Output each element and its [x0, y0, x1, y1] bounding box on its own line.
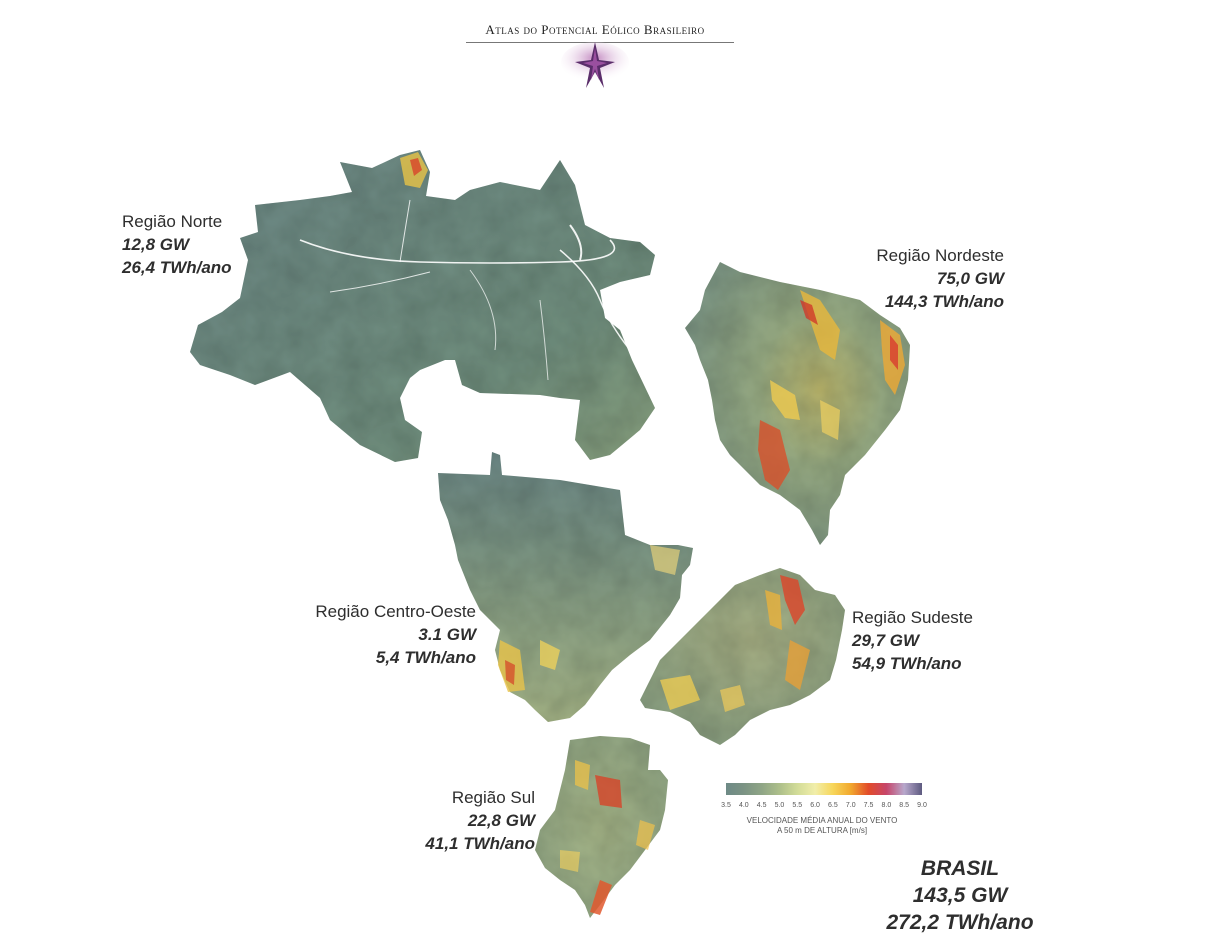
legend-tick-label: 5.0 [774, 802, 785, 809]
label-sudeste-energy: 54,9 TWh/ano [852, 654, 962, 673]
legend-tick-label: 5.5 [792, 802, 803, 809]
legend-tick-label: 4.0 [738, 802, 749, 809]
legend-tick-label: 7.0 [845, 802, 856, 809]
legend-tick-label: 3.5 [721, 802, 731, 809]
label-sudeste-name: Sudeste [910, 608, 973, 627]
label-sul-capacity: 22,8 GW [467, 811, 535, 830]
region-sudeste-shape [640, 568, 845, 745]
label-nordeste: Região Nordeste 75,0 GW 144,3 TWh/ano [820, 244, 1004, 313]
label-nordeste-capacity: 75,0 GW [936, 269, 1004, 288]
legend-caption-line2: A 50 m DE ALTURA [m/s] [776, 826, 868, 835]
legend-tick-label: 8.0 [881, 802, 892, 809]
wind-speed-legend: 3.5 4.0 4.5 5.0 5.5 6.0 6.5 7.0 7.5 8.0 8.5 9.0 VEL… [721, 782, 927, 836]
legend-tick-label: 6.5 [828, 802, 838, 809]
label-nordeste-energy: 144,3 TWh/ano [884, 292, 1004, 311]
label-sudeste-prefix: Região [852, 608, 906, 627]
label-centro-oeste-prefix: Região [315, 602, 370, 621]
label-sul-energy: 41,1 TWh/ano [425, 834, 535, 853]
label-norte-name: Norte [180, 212, 223, 231]
region-norte-shape [190, 150, 655, 462]
brasil-total: BRASIL 143,5 GW 272,2 TWh/ano [880, 855, 1040, 936]
label-norte-prefix: Região [122, 212, 176, 231]
legend-color-ramp [726, 783, 922, 795]
label-centro-oeste: Região Centro-Oeste 3.1 GW 5,4 TWh/ano [290, 600, 476, 669]
legend-tick-label: 4.5 [756, 802, 767, 809]
label-sul-prefix: Região [451, 788, 506, 807]
brasil-capacity: 143,5 GW [912, 884, 1008, 907]
region-sul-shape [535, 736, 668, 918]
legend-caption-line1: VELOCIDADE MÉDIA ANUAL DO VENTO [746, 816, 898, 825]
label-nordeste-name: Nordeste [935, 246, 1004, 265]
label-sudeste-capacity: 29,7 GW [852, 631, 920, 650]
atlas-title: Atlas do Potencial Eólico Brasileiro [485, 22, 705, 37]
label-centro-oeste-capacity: 3.1 GW [418, 625, 476, 644]
label-sul: Região Sul 22,8 GW 41,1 TWh/ano [390, 786, 535, 855]
legend-tick-label: 7.5 [863, 802, 874, 809]
label-sudeste: Região Sudeste 29,7 GW 54,9 TWh/ano [852, 606, 973, 675]
brasil-energy: 272,2 TWh/ano [886, 911, 1034, 934]
label-norte: Região Norte 12,8 GW 26,4 TWh/ano [122, 210, 232, 279]
region-centro-oeste-shape [438, 452, 693, 722]
atlas-header: Atlas do Potencial Eólico Brasileiro [440, 14, 750, 94]
region-nordeste-shape [685, 262, 910, 545]
legend-tick-label: 9.0 [917, 802, 927, 809]
label-norte-energy: 26,4 TWh/ano [122, 258, 232, 277]
legend-tick-label: 8.5 [899, 802, 910, 809]
label-centro-oeste-name: Centro-Oeste [373, 602, 476, 621]
label-norte-capacity: 12,8 GW [122, 235, 190, 254]
legend-ticks: 3.5 4.0 4.5 5.0 5.5 6.0 6.5 7.0 7.5 8.0 8.5 9.0 [721, 802, 927, 814]
brasil-name: BRASIL [920, 857, 1000, 880]
label-centro-oeste-energy: 5,4 TWh/ano [375, 648, 476, 667]
legend-caption: VELOCIDADE MÉDIA ANUAL DO VENTO A 50 m D… [722, 816, 922, 836]
label-nordeste-prefix: Região [876, 246, 931, 265]
label-sul-name: Sul [510, 788, 535, 807]
compass-star-icon [561, 42, 629, 88]
legend-tick-label: 6.0 [810, 802, 820, 809]
